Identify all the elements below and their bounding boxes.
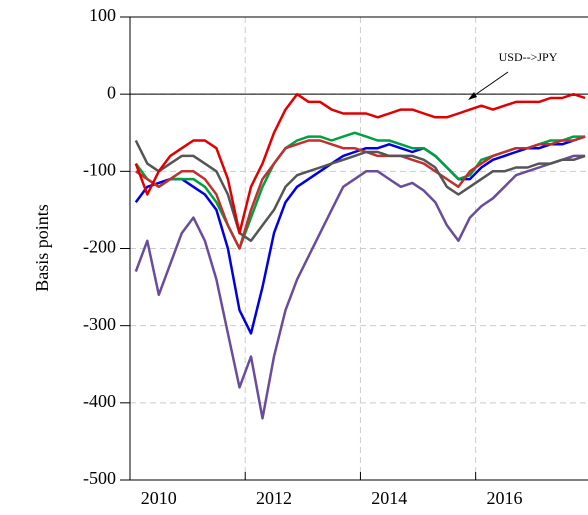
y-tick-label: -200 (83, 237, 116, 257)
y-axis-label: Basis points (32, 204, 52, 292)
arrow-head (468, 92, 477, 100)
y-tick-label: -300 (83, 314, 116, 334)
x-tick-label: 2014 (371, 488, 407, 508)
y-tick-label: 100 (89, 5, 116, 25)
x-tick-label: 2016 (486, 488, 522, 508)
series-line (134, 92, 586, 235)
annotation: USD-->JPY (499, 50, 558, 64)
annotation-arrow (471, 71, 509, 98)
y-tick-label: -100 (83, 159, 116, 179)
series-line (135, 135, 586, 250)
y-tick-label: -500 (83, 468, 116, 488)
series-line (134, 154, 586, 420)
x-tick-label: 2010 (141, 488, 177, 508)
series-line (134, 139, 586, 243)
y-tick-label: -400 (83, 391, 116, 411)
x-tick-label: 2012 (256, 488, 292, 508)
y-tick-label: 0 (107, 82, 116, 102)
